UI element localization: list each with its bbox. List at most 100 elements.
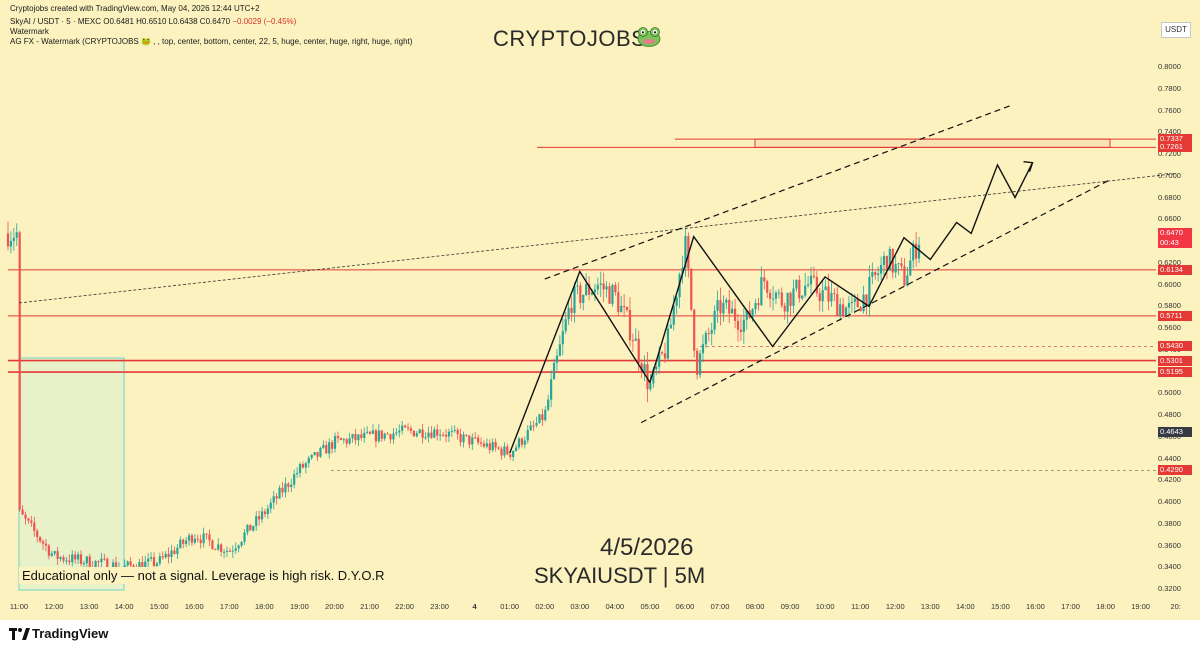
candle-body: [871, 272, 874, 277]
candle-body: [512, 450, 515, 457]
candle: [576, 277, 579, 295]
candle-body: [669, 324, 672, 329]
candle: [631, 333, 634, 352]
candle-body: [293, 474, 296, 485]
candle-body: [6, 233, 10, 247]
candle-body: [41, 541, 45, 544]
candle: [15, 223, 18, 247]
candle-body: [173, 550, 176, 554]
watermark-indicator-label[interactable]: Watermark: [10, 27, 49, 36]
candle-body: [147, 558, 150, 562]
low-value: L0.6438: [168, 17, 198, 26]
candle: [328, 438, 331, 459]
price-tag: 0.5711: [1158, 310, 1192, 321]
candle-body: [100, 558, 103, 563]
candle: [722, 295, 725, 322]
chart-area[interactable]: [0, 0, 1200, 620]
candle: [771, 286, 775, 311]
candle-body: [874, 272, 877, 276]
x-tick-label: 12:00: [885, 602, 905, 611]
y-tick-label: 0.3200: [1158, 584, 1181, 593]
candle: [494, 438, 497, 452]
candle: [222, 548, 226, 559]
candle: [36, 528, 39, 543]
candle: [9, 231, 13, 254]
candle-body: [573, 286, 576, 313]
candle: [879, 256, 883, 281]
candle: [430, 426, 433, 440]
candle-body: [882, 256, 886, 265]
candle: [684, 227, 687, 277]
candle-body: [427, 432, 430, 438]
candle-body: [447, 431, 451, 437]
candle: [50, 550, 53, 557]
candle-body: [50, 553, 53, 556]
candle-body: [412, 430, 415, 437]
symbol-ohlc-line[interactable]: SkyAI / USDT · 5 · MEXC O0.6481 H0.6510 …: [10, 17, 296, 26]
candle-body: [418, 429, 421, 434]
y-tick-label: 0.4000: [1158, 497, 1181, 506]
candle-body: [243, 532, 246, 542]
candle: [12, 228, 15, 251]
candle-body: [366, 431, 369, 433]
candle-body: [436, 429, 439, 436]
tradingview-logo-icon[interactable]: [9, 627, 31, 641]
candle: [806, 276, 810, 288]
candle-body: [716, 300, 719, 311]
candle: [164, 551, 167, 559]
candle-body: [634, 338, 637, 341]
candle-body: [617, 292, 620, 313]
candle: [877, 266, 880, 282]
candle-body: [176, 547, 179, 554]
candle-body: [821, 290, 824, 302]
candle-body: [552, 362, 556, 380]
candle-body: [733, 308, 737, 321]
x-tick-label: 12:00: [44, 602, 64, 611]
candle-body: [614, 284, 617, 293]
candle: [707, 327, 710, 342]
candle: [523, 436, 526, 449]
candle-body: [269, 502, 272, 509]
tradingview-brand[interactable]: TradingView: [32, 626, 109, 641]
candle: [839, 297, 842, 321]
candle-body: [88, 556, 91, 568]
indicator-settings-line[interactable]: AG FX - Watermark (CRYPTOJOBS 🐸 , , top,…: [10, 37, 413, 46]
disclaimer-text: Educational only — not a signal. Leverag…: [19, 567, 388, 584]
candle: [298, 462, 302, 478]
candle-body: [112, 562, 115, 572]
candle-body: [53, 551, 56, 554]
candle: [404, 424, 407, 428]
x-tick-label: 21:00: [360, 602, 379, 611]
candle-body: [228, 550, 232, 552]
candle: [628, 297, 632, 347]
candle-body: [684, 236, 687, 268]
candle-body: [68, 560, 71, 563]
candle: [844, 306, 848, 316]
currency-button[interactable]: USDT: [1161, 22, 1191, 38]
candle-body: [897, 263, 900, 265]
candle: [161, 551, 164, 560]
candle: [520, 437, 524, 448]
candle-body: [85, 556, 88, 564]
candle: [608, 282, 611, 305]
candle-body: [836, 294, 839, 316]
symbol-name[interactable]: SkyAI / USDT · 5 · MEXC: [10, 17, 101, 26]
candle: [41, 539, 45, 550]
candle-body: [652, 369, 655, 384]
x-tick-label: 13:00: [79, 602, 99, 611]
frog-icon: [637, 27, 661, 47]
candle-body: [599, 283, 602, 285]
candle-body: [842, 304, 845, 316]
candle-body: [56, 551, 59, 559]
candle: [625, 306, 629, 313]
candle: [383, 432, 386, 441]
candle-body: [106, 558, 109, 572]
candle: [345, 437, 348, 448]
candle-body: [649, 383, 652, 390]
candle: [909, 248, 912, 276]
candle-body: [255, 516, 258, 527]
candle: [187, 532, 191, 546]
price-chart[interactable]: [0, 0, 1200, 620]
candle: [783, 302, 786, 320]
candle-body: [555, 355, 559, 363]
